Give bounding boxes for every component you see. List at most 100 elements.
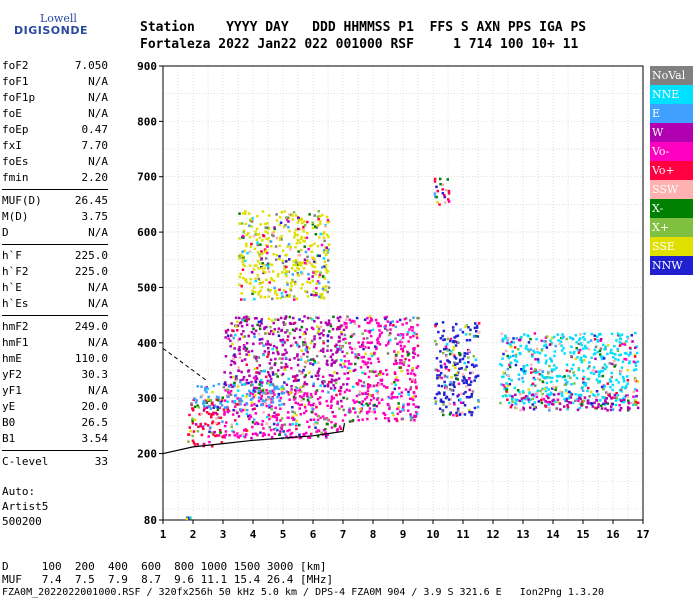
echo-point xyxy=(340,405,344,408)
echo-point xyxy=(242,318,245,322)
echo-point xyxy=(588,395,591,398)
echo-point xyxy=(221,420,224,423)
y-tick-label: 400 xyxy=(137,337,157,350)
echo-point xyxy=(392,324,395,327)
echo-point xyxy=(255,355,258,359)
echo-point xyxy=(259,380,262,383)
echo-point xyxy=(234,419,237,422)
echo-point xyxy=(256,241,259,244)
echo-point xyxy=(581,400,584,403)
echo-point xyxy=(444,365,447,369)
echo-point xyxy=(257,356,261,359)
echo-point xyxy=(397,407,401,411)
echo-point xyxy=(273,411,276,414)
echo-point xyxy=(363,360,366,364)
echo-point xyxy=(299,395,302,398)
echo-point xyxy=(385,315,388,319)
param-value: N/A xyxy=(88,336,108,349)
echo-point xyxy=(299,358,303,361)
echo-point xyxy=(579,337,582,340)
echo-point xyxy=(254,277,257,280)
echo-point xyxy=(303,258,307,261)
echo-point xyxy=(353,322,357,325)
echo-point xyxy=(322,257,326,260)
echo-point xyxy=(319,321,323,324)
echo-point xyxy=(541,380,545,383)
echo-point xyxy=(316,377,320,381)
echo-point xyxy=(265,343,268,346)
echo-point xyxy=(244,210,247,213)
echo-point xyxy=(467,361,470,364)
echo-point xyxy=(375,321,379,325)
echo-point xyxy=(239,434,242,437)
echo-point xyxy=(193,443,197,446)
echo-point xyxy=(250,349,254,353)
echo-point xyxy=(265,278,268,282)
param-label: foF1p xyxy=(2,91,36,104)
echo-point xyxy=(299,372,303,375)
echo-point xyxy=(516,389,520,392)
echo-point xyxy=(533,351,536,354)
echo-point xyxy=(595,396,598,399)
param-value: N/A xyxy=(88,155,108,168)
echo-point xyxy=(313,258,316,261)
echo-point xyxy=(234,410,238,413)
echo-point xyxy=(297,217,300,220)
echo-point xyxy=(264,375,268,379)
echo-point xyxy=(576,348,580,352)
x-tick-label: 12 xyxy=(486,528,499,541)
echo-point xyxy=(570,367,574,371)
echo-point xyxy=(251,292,254,296)
echo-point xyxy=(244,428,247,431)
echo-point xyxy=(206,398,210,401)
echo-point xyxy=(410,326,413,329)
echo-point xyxy=(343,355,346,358)
echo-point xyxy=(529,348,532,351)
echo-point xyxy=(238,275,242,279)
echo-point xyxy=(440,384,444,388)
echo-point xyxy=(563,405,566,408)
echo-point xyxy=(305,290,309,294)
echo-point xyxy=(248,394,252,397)
echo-point xyxy=(633,355,637,358)
echo-point xyxy=(266,379,269,383)
echo-point xyxy=(392,413,395,417)
echo-point xyxy=(446,343,449,346)
echo-point xyxy=(260,318,263,321)
echo-point xyxy=(285,383,289,386)
echo-point xyxy=(298,318,301,321)
echo-point xyxy=(201,425,204,429)
legend-item-nnw: NNW xyxy=(650,256,693,275)
echo-point xyxy=(551,376,554,380)
echo-point xyxy=(602,402,605,406)
echo-point xyxy=(220,404,224,407)
echo-point xyxy=(309,396,312,399)
echo-point xyxy=(272,253,275,256)
echo-point xyxy=(271,332,275,336)
echo-point xyxy=(336,402,339,405)
echo-point xyxy=(267,397,271,401)
echo-point xyxy=(400,347,403,351)
echo-point xyxy=(272,428,276,431)
echo-point xyxy=(455,372,459,375)
echo-point xyxy=(226,410,229,414)
echo-point xyxy=(416,323,419,327)
echo-point xyxy=(203,388,207,392)
echo-point xyxy=(461,379,464,382)
echo-point xyxy=(334,422,337,426)
echo-point xyxy=(570,393,574,396)
x-tick-label: 11 xyxy=(456,528,470,541)
echo-point xyxy=(252,389,256,392)
echo-point xyxy=(308,261,312,264)
echo-point xyxy=(286,429,289,433)
echo-point xyxy=(327,248,330,251)
echo-point xyxy=(579,333,582,336)
echo-point xyxy=(355,316,359,320)
echo-point xyxy=(256,243,259,247)
echo-point xyxy=(309,341,313,345)
echo-point xyxy=(271,347,274,351)
echo-point xyxy=(231,429,234,433)
echo-point xyxy=(465,365,469,369)
echo-point xyxy=(279,221,283,224)
echo-point xyxy=(226,395,230,398)
